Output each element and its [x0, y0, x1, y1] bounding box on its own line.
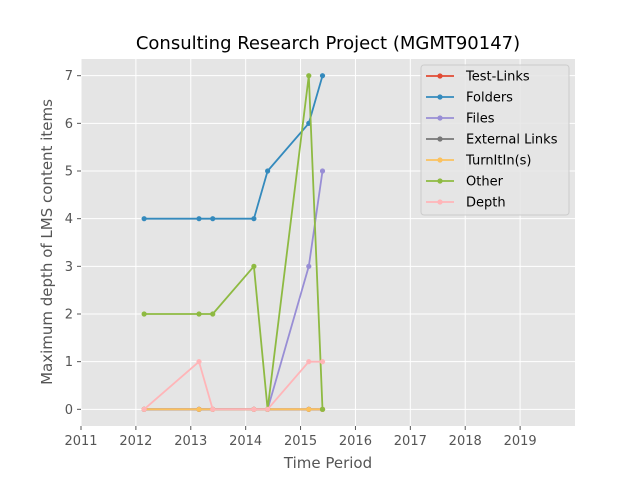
y-axis-ticks: 0 1 2 3 4 5 6 7: [65, 69, 81, 418]
x-axis-label: Time Period: [283, 454, 372, 472]
legend-item-other: Other: [426, 175, 504, 190]
data-point-turnitin-s: [306, 406, 312, 412]
legend-label: Other: [466, 175, 504, 190]
legend-box: [420, 64, 570, 216]
y-tick-label: 1: [65, 355, 73, 370]
legend-swatch-marker: [437, 73, 443, 79]
legend-item-files: Files: [426, 112, 495, 127]
legend-swatch-marker: [437, 199, 443, 205]
data-point-other: [196, 311, 202, 317]
data-point-folders: [251, 216, 257, 222]
series-layer: [141, 73, 326, 412]
legend-label: Folders: [466, 91, 513, 106]
data-point-files: [306, 263, 312, 269]
legend-label: Depth: [466, 196, 506, 211]
data-point-depth: [196, 359, 202, 365]
data-point-other: [141, 311, 147, 317]
series-folders: [141, 73, 326, 222]
y-tick-label: 5: [65, 165, 73, 180]
x-tick-label: 2016: [339, 434, 372, 449]
data-point-other: [251, 263, 257, 269]
legend-swatch-marker: [437, 178, 443, 184]
data-point-depth: [319, 359, 326, 365]
data-point-files: [319, 168, 326, 174]
x-tick-label: 2012: [119, 434, 152, 449]
data-point-folders: [141, 216, 147, 222]
data-point-depth: [306, 359, 312, 365]
x-tick-label: 2011: [64, 434, 97, 449]
y-tick-label: 0: [65, 403, 73, 418]
x-tick-label: 2014: [229, 434, 262, 449]
x-tick-label: 2013: [174, 434, 207, 449]
data-point-folders: [319, 73, 326, 79]
data-point-turnitin-s: [196, 406, 202, 412]
legend-item-folders: Folders: [426, 91, 513, 106]
data-point-depth: [265, 406, 271, 412]
legend-label: Files: [466, 112, 495, 127]
legend-label: Test-Links: [465, 70, 530, 85]
data-point-other: [306, 73, 312, 79]
chart-title: Consulting Research Project (MGMT90147): [136, 33, 520, 54]
x-tick-label: 2018: [449, 434, 482, 449]
legend-item-turnitin-s: TurnItIn(s): [426, 154, 531, 169]
y-tick-label: 2: [65, 307, 73, 322]
data-point-folders: [265, 168, 271, 174]
x-tick-label: 2015: [284, 434, 317, 449]
legend: Test-Links Folders Files External Links Turn…: [420, 64, 570, 216]
data-point-folders: [196, 216, 202, 222]
data-point-depth: [251, 406, 257, 412]
legend-item-depth: Depth: [426, 196, 506, 211]
legend-label: TurnItIn(s): [465, 154, 531, 169]
legend-swatch-marker: [437, 136, 443, 142]
y-tick-label: 7: [65, 69, 73, 84]
legend-item-external-links: External Links: [426, 133, 558, 148]
data-point-depth: [141, 406, 147, 412]
series-depth: [141, 359, 326, 412]
legend-item-test-links: Test-Links: [426, 70, 530, 85]
y-axis-label: Maximum depth of LMS content items: [38, 99, 56, 385]
y-tick-label: 3: [65, 260, 73, 275]
x-axis-ticks: 2011 2012 2013 2014 2015 2016 2017 2018 2019: [64, 426, 537, 449]
legend-swatch-marker: [437, 115, 443, 121]
legend-label: External Links: [466, 133, 558, 148]
data-point-other: [210, 311, 216, 317]
y-tick-label: 4: [65, 212, 73, 227]
data-point-folders: [210, 216, 216, 222]
data-point-other: [319, 406, 326, 412]
x-tick-label: 2019: [504, 434, 537, 449]
y-tick-label: 6: [65, 117, 73, 132]
legend-swatch-marker: [437, 94, 443, 100]
legend-swatch-marker: [437, 157, 443, 163]
x-tick-label: 2017: [394, 434, 427, 449]
data-point-depth: [210, 406, 216, 412]
